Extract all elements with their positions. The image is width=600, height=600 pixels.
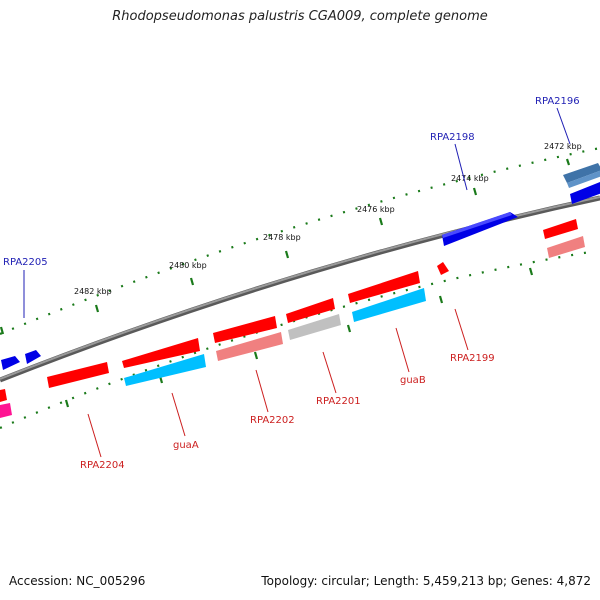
gene-arrow-reverse[interactable] <box>348 271 420 303</box>
gene-arrow-forward[interactable] <box>442 212 518 246</box>
gene-label-guab[interactable]: guaB <box>400 375 426 386</box>
gene-label-rpa2199[interactable]: RPA2199 <box>450 353 495 364</box>
gene-arrow-forward[interactable] <box>25 350 41 364</box>
gene-arrow-reverse[interactable] <box>216 332 283 361</box>
gene-label-rpa2196[interactable]: RPA2196 <box>535 96 580 107</box>
genome-summary-text: Topology: circular; Length: 5,459,213 bp… <box>261 574 591 588</box>
gene-arrow-reverse[interactable] <box>122 338 200 368</box>
outer-tick-track <box>0 146 600 336</box>
gene-label-rpa2198[interactable]: RPA2198 <box>430 132 475 143</box>
label-connector <box>171 392 186 437</box>
gene-arrow-shade <box>442 212 512 238</box>
label-connector <box>255 369 269 413</box>
gene-arrow-reverse[interactable] <box>286 298 335 323</box>
label-connector <box>395 327 410 373</box>
gene-label-rpa2202[interactable]: RPA2202 <box>250 415 295 426</box>
major-tick <box>64 399 70 408</box>
label-connector <box>454 143 468 191</box>
gene-arrow-reverse[interactable] <box>47 362 109 388</box>
gene-arrow-reverse[interactable] <box>213 316 277 343</box>
major-tick <box>438 295 444 304</box>
major-tick <box>346 324 352 333</box>
gene-label-guaa[interactable]: guaA <box>173 440 199 451</box>
gene-arrow-reverse[interactable] <box>288 314 341 340</box>
label-connector <box>322 351 337 394</box>
gene-arrow-reverse[interactable] <box>543 219 578 239</box>
label-connector <box>454 308 469 351</box>
scale-tick-label: 2476 kbp <box>357 205 395 214</box>
gene-arrow-reverse[interactable] <box>0 403 12 418</box>
map-title: Rhodopseudomonas palustris CGA009, compl… <box>112 9 488 24</box>
label-connector <box>87 413 102 458</box>
inner-tick-track <box>0 250 591 430</box>
label-connector <box>556 107 571 145</box>
gene-arrow-forward[interactable] <box>563 163 600 183</box>
accession-text: Accession: NC_005296 <box>9 574 146 588</box>
scale-tick-label: 2474 kbp <box>451 174 489 183</box>
gene-arrow-shade <box>567 170 600 188</box>
gene-arrow-reverse[interactable] <box>547 236 585 258</box>
major-tick <box>378 217 384 226</box>
gene-label-rpa2205[interactable]: RPA2205 <box>3 257 48 268</box>
gene-arrow-forward[interactable] <box>1 356 20 370</box>
major-tick <box>472 187 478 196</box>
gene-arrow-reverse[interactable] <box>437 262 449 275</box>
major-tick <box>94 304 100 313</box>
major-tick <box>565 158 571 166</box>
gene-arrow-reverse[interactable] <box>124 354 206 386</box>
scale-tick-label: 2478 kbp <box>263 233 301 242</box>
major-tick <box>528 267 534 276</box>
major-tick <box>0 326 5 335</box>
scale-tick-label: 2480 kbp <box>169 261 207 270</box>
scale-tick-label: 2482 kbp <box>74 287 112 296</box>
major-tick <box>189 277 195 286</box>
gene-arrow-reverse[interactable] <box>0 389 7 402</box>
gene-label-rpa2201[interactable]: RPA2201 <box>316 396 361 407</box>
major-tick <box>284 250 290 259</box>
gene-arrow-reverse[interactable] <box>352 288 426 322</box>
gene-label-rpa2204[interactable]: RPA2204 <box>80 460 125 471</box>
major-tick <box>253 351 259 360</box>
scale-tick-label: 2472 kbp <box>544 142 582 151</box>
gene-arrow-forward[interactable] <box>570 182 600 204</box>
